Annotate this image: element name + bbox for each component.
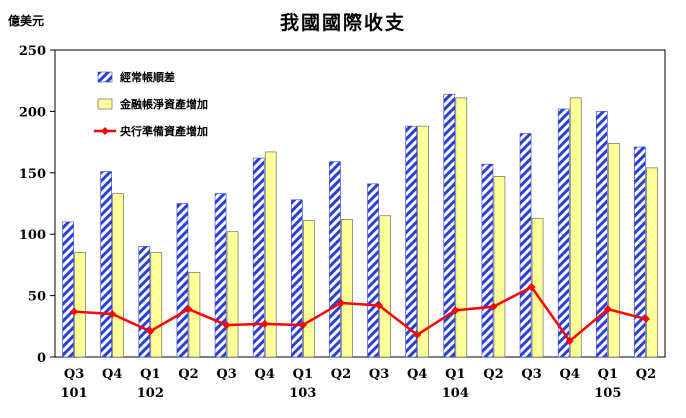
bar-current-account [443,93,456,358]
line-point [489,302,498,311]
bar-current-account [62,221,74,358]
line-point [184,305,193,314]
bar-current-account [481,163,494,358]
bar-current-account [519,133,532,358]
x-tick-label: Q4 [407,367,427,382]
x-tick-label: Q2 [483,367,503,382]
bar-current-account [329,161,341,358]
bar-financial-account [455,97,468,358]
y-tick-label: 250 [19,44,46,59]
bar-financial-account [74,252,86,358]
line-point [146,327,155,336]
bar-current-account [405,125,417,358]
bar-current-account [367,183,379,358]
bar-financial-account [303,220,315,358]
bar-financial-account [608,143,620,358]
x-year-label: 102 [137,386,164,401]
x-tick-label: Q1 [293,367,313,382]
legend-swatch [97,98,113,110]
line-point [451,306,460,315]
line-point [413,330,422,339]
x-tick-label: Q1 [598,367,618,382]
line-point [222,321,231,330]
x-tick-label: Q3 [216,367,236,382]
x-tick-label: Q1 [140,367,160,382]
bar-financial-account [188,271,201,358]
line-point [336,298,345,307]
bar-financial-account [493,176,506,358]
x-year-label: 101 [60,386,87,401]
x-tick-label: Q1 [445,367,465,382]
plot-frame [54,49,666,358]
bar-financial-account [112,193,124,358]
x-tick-label: Q3 [521,367,541,382]
x-tick-label: Q2 [331,367,351,382]
x-tick-label: Q4 [255,367,275,382]
bar-current-account [214,193,227,358]
chart-title: 我國國際收支 [279,12,406,34]
bar-financial-account [417,125,429,358]
line-point [260,319,269,328]
line-reserve-assets [73,285,647,343]
bar-financial-account [379,215,391,358]
bar-current-account [252,157,265,358]
y-tick-label: 200 [19,105,46,120]
x-year-label: 104 [442,386,469,401]
x-tick-label: Q3 [369,367,389,382]
legend-swatch [97,71,113,83]
bar-current-account [291,199,303,358]
bar-current-account [596,111,608,358]
y-tick-label: 150 [19,167,46,182]
x-year-label: 103 [289,386,316,401]
bar-current-account [138,246,151,358]
line-point [375,301,384,310]
bar-financial-account [569,97,582,358]
legend-label: 金融帳淨資產增加 [119,97,208,111]
bar-current-account [634,146,646,358]
line-point [603,305,612,314]
bar-financial-account [264,151,277,358]
bar-financial-account [226,231,239,358]
x-year-label: 105 [594,386,621,401]
bar-current-account [100,171,112,358]
line-point [641,314,650,323]
x-tick-label: Q2 [636,367,656,382]
legend-label: 經常帳順差 [120,70,175,84]
legend-label: 央行準備資產增加 [120,124,208,138]
bar-financial-account [150,252,163,358]
line-point [108,310,117,319]
bar-financial-account [341,219,353,358]
bar-current-account [557,108,570,358]
bar-financial-account [646,167,658,358]
line-point [565,337,574,346]
x-tick-label: Q4 [102,367,122,382]
x-tick-label: Q3 [64,367,84,382]
y-unit-label: 億美元 [8,14,45,28]
y-tick-label: 100 [19,228,46,243]
x-tick-label: Q4 [560,367,580,382]
y-tick-label: 0 [37,351,46,366]
legend-marker [101,127,109,135]
bar-current-account [176,203,189,358]
line-point [527,283,536,292]
x-tick-label: Q2 [178,367,198,382]
line-point [298,321,307,330]
line-point [70,307,79,316]
y-tick-label: 50 [28,290,46,305]
